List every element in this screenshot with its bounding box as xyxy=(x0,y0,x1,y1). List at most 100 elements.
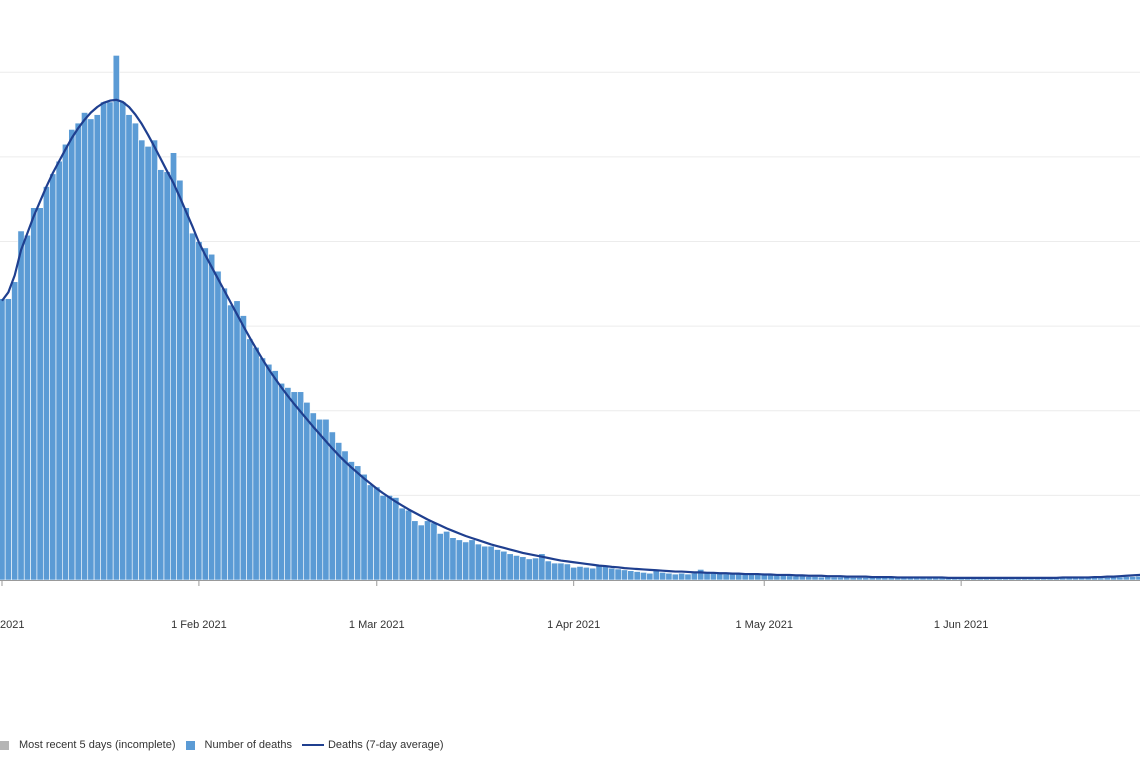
bar xyxy=(779,575,787,581)
bar xyxy=(36,207,44,581)
x-tick-label: 1 Apr 2021 xyxy=(547,619,600,631)
legend-item-average[interactable]: Deaths (7-day average) xyxy=(301,739,444,751)
bar xyxy=(0,298,6,581)
bar xyxy=(1122,576,1130,581)
bar xyxy=(271,370,279,581)
bar xyxy=(138,139,146,581)
bar xyxy=(62,143,69,581)
bar xyxy=(424,520,432,581)
bar xyxy=(303,402,311,581)
bar xyxy=(551,562,559,581)
x-tick-label: 1 May 2021 xyxy=(735,619,792,631)
bar xyxy=(436,533,444,581)
legend-swatch-incomplete xyxy=(0,740,9,750)
bar xyxy=(697,569,705,581)
bar xyxy=(557,562,565,581)
bar xyxy=(131,122,139,581)
bar xyxy=(665,572,673,581)
bar xyxy=(836,576,844,581)
bar xyxy=(513,555,520,581)
bar xyxy=(258,357,266,581)
average-line-series xyxy=(1,98,1140,579)
bar xyxy=(474,543,482,581)
x-tick-label: 1 Jun 2021 xyxy=(934,619,988,631)
bar xyxy=(100,101,108,581)
bar xyxy=(284,387,292,581)
bar xyxy=(182,207,190,581)
bar xyxy=(773,575,781,581)
bar xyxy=(106,101,114,581)
bar xyxy=(1097,577,1105,581)
bar xyxy=(455,539,463,581)
bar xyxy=(335,442,343,581)
legend-item-incomplete[interactable]: Most recent 5 days (incomplete) xyxy=(0,739,176,751)
bar xyxy=(195,241,203,581)
bar xyxy=(817,576,825,581)
bar xyxy=(385,495,393,581)
bar xyxy=(176,179,184,581)
bar xyxy=(55,160,63,581)
bar xyxy=(49,173,57,581)
bar xyxy=(792,575,800,581)
x-tick-label: 1 Mar 2021 xyxy=(349,619,405,631)
bar xyxy=(360,473,368,581)
bar xyxy=(849,577,857,581)
bar xyxy=(659,572,667,581)
bar xyxy=(462,541,470,581)
bar xyxy=(1135,575,1140,581)
bar xyxy=(430,522,438,581)
bar xyxy=(379,495,387,581)
bar xyxy=(163,171,171,581)
bar xyxy=(582,567,590,581)
bar xyxy=(392,497,400,581)
bar xyxy=(481,545,489,581)
bar xyxy=(189,232,197,581)
bar xyxy=(252,347,260,581)
legend-label-deaths: Number of deaths xyxy=(204,739,292,751)
bar xyxy=(786,575,794,581)
bar xyxy=(11,281,19,581)
bar xyxy=(621,569,628,581)
bar xyxy=(1129,576,1137,581)
bar xyxy=(265,363,273,581)
bar xyxy=(519,556,527,581)
bar xyxy=(684,573,692,581)
bar xyxy=(347,461,355,581)
bar xyxy=(576,566,584,581)
bar-series xyxy=(0,55,1140,581)
deaths-chart: 2021 1 Feb 2021 1 Mar 2021 1 Apr 2021 1 May … xyxy=(0,55,1140,631)
bar xyxy=(563,563,571,581)
bar xyxy=(601,565,609,581)
bar xyxy=(1116,576,1124,581)
bar xyxy=(309,412,317,581)
bar xyxy=(627,570,635,581)
bar xyxy=(608,567,616,581)
bar xyxy=(449,537,457,581)
bar xyxy=(500,550,508,581)
bar xyxy=(798,575,806,581)
legend-item-deaths[interactable]: Number of deaths xyxy=(185,739,292,751)
bar xyxy=(157,169,165,581)
bar xyxy=(68,129,76,581)
bar xyxy=(805,576,813,581)
bar xyxy=(150,139,158,581)
bar xyxy=(417,524,425,581)
bar xyxy=(290,391,298,581)
bar xyxy=(220,287,228,581)
bar xyxy=(856,577,863,581)
bar xyxy=(640,572,648,581)
bar xyxy=(341,450,349,581)
bar xyxy=(678,572,686,581)
bar xyxy=(398,507,406,581)
average-line xyxy=(1,98,1140,579)
bar xyxy=(144,146,152,581)
legend-swatch-deaths xyxy=(185,740,195,750)
bar xyxy=(4,298,12,581)
bar xyxy=(119,101,127,581)
bar xyxy=(811,576,819,581)
bar xyxy=(354,465,362,581)
bar xyxy=(214,270,222,581)
bar xyxy=(589,567,597,581)
bar xyxy=(690,572,698,581)
legend-label-incomplete: Most recent 5 days (incomplete) xyxy=(19,739,176,751)
